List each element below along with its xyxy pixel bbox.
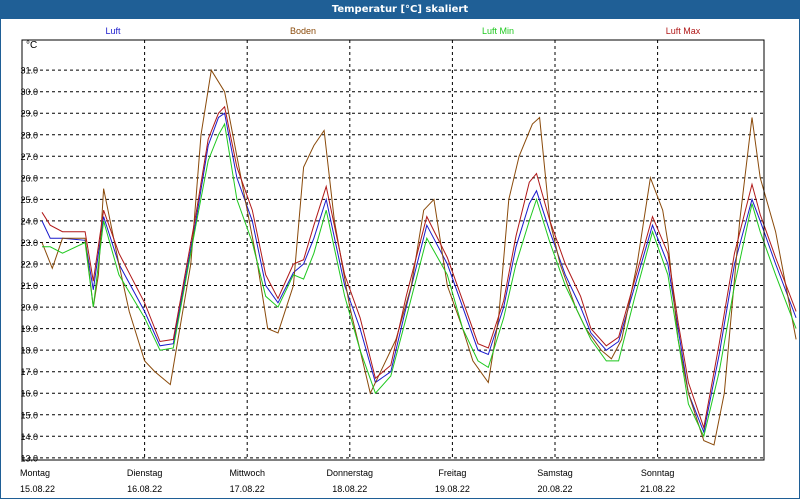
y-axis: °C 13.0 14.0 15.0 16.0 17.0 18.0 19.0 20.0 21.0 22… — [20, 40, 38, 463]
x-tick-date: 18.08.22 — [332, 484, 367, 494]
x-tick-date: 16.08.22 — [127, 484, 162, 494]
series-line-luft-max — [41, 105, 797, 430]
y-tick-label: 21.0 — [20, 281, 38, 291]
y-tick-label: 27.0 — [20, 152, 38, 162]
x-tick-day: Sonntag — [641, 468, 675, 478]
legend: Luft Boden Luft Min Luft Max — [105, 26, 700, 36]
x-tick-date: 19.08.22 — [435, 484, 470, 494]
y-tick-label: 26.0 — [20, 173, 38, 183]
y-tick-label: 28.0 — [20, 130, 38, 140]
y-tick-label: 18.0 — [20, 346, 38, 356]
x-tick-date: 17.08.22 — [230, 484, 265, 494]
x-tick-day: Montag — [20, 468, 50, 478]
y-tick-label: 31.0 — [20, 66, 38, 76]
y-tick-label: 20.0 — [20, 303, 38, 313]
legend-label: Luft Max — [666, 26, 701, 36]
y-tick-label: 19.0 — [20, 324, 38, 334]
y-tick-label: 30.0 — [20, 87, 38, 97]
y-tick-label: 24.0 — [20, 216, 38, 226]
series-line-luft — [41, 112, 797, 434]
x-tick-day: Samstag — [537, 468, 573, 478]
x-tick-day: Dienstag — [127, 468, 163, 478]
y-tick-label: 16.0 — [20, 389, 38, 399]
x-tick-day: Mittwoch — [229, 468, 265, 478]
chart-title: Temperatur [°C] skaliert — [0, 0, 800, 19]
y-tick-label: 13.0 — [20, 453, 38, 463]
x-axis: Montag 15.08.22 Dienstag 16.08.22 Mittwoch 17… — [20, 468, 675, 494]
y-tick-label: 23.0 — [20, 238, 38, 248]
x-tick-date: 15.08.22 — [20, 484, 55, 494]
y-axis-unit: °C — [26, 40, 37, 51]
x-tick-day: Donnerstag — [327, 468, 374, 478]
x-tick-date: 21.08.22 — [640, 484, 675, 494]
series-lines — [41, 68, 797, 446]
legend-label: Luft — [105, 26, 121, 36]
plot-border — [21, 39, 765, 461]
legend-label: Luft Min — [482, 26, 514, 36]
y-tick-label: 17.0 — [20, 367, 38, 377]
x-tick-day: Freitag — [438, 468, 466, 478]
y-tick-label: 29.0 — [20, 109, 38, 119]
x-tick-date: 20.08.22 — [537, 484, 572, 494]
y-tick-label: 14.0 — [20, 432, 38, 442]
series-line-luft-min — [42, 122, 797, 438]
grid — [22, 40, 764, 460]
y-tick-label: 15.0 — [20, 410, 38, 420]
legend-label: Boden — [290, 26, 316, 36]
y-tick-label: 22.0 — [20, 260, 38, 270]
y-tick-label: 25.0 — [20, 195, 38, 205]
